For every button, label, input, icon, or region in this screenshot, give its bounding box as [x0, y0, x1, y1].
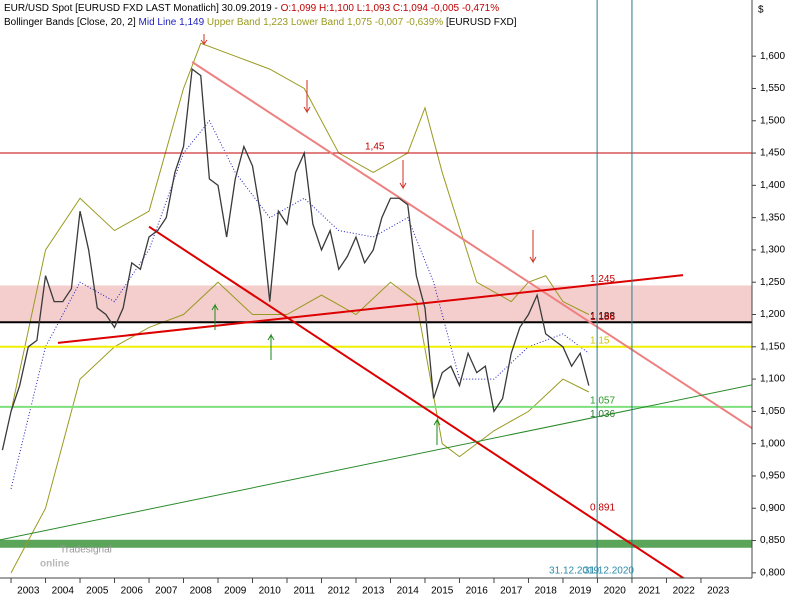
x-tick-label: 2006 [121, 586, 144, 597]
trendline [57, 274, 684, 344]
y-tick-label: 0,950 [760, 471, 785, 482]
arrow [433, 418, 441, 445]
x-tick-label: 2016 [466, 586, 489, 597]
x-tick-label: 2022 [673, 586, 696, 597]
x-tick-label: 2003 [17, 586, 40, 597]
y-tick-label: 1,050 [760, 406, 785, 417]
y-tick-label: 0,800 [760, 567, 785, 578]
axis-unit: $ [758, 5, 764, 16]
x-tick-label: 2007 [155, 586, 178, 597]
y-tick-label: 1,250 [760, 277, 785, 288]
x-tick-label: 2021 [638, 586, 661, 597]
y-tick-label: 0,850 [760, 535, 785, 546]
y-tick-label: 1,400 [760, 180, 785, 191]
x-tick-label: 2009 [224, 586, 247, 597]
trendline [148, 225, 686, 578]
annotation: 1,036 [590, 409, 615, 420]
x-tick-label: 2011 [293, 586, 315, 597]
watermark: online [40, 559, 70, 570]
y-tick-label: 1,300 [760, 245, 785, 256]
x-tick-label: 2013 [362, 586, 385, 597]
level-label: 1,45 [365, 142, 385, 153]
header-text: EUR/USD Spot [EURUSD FXD LAST Monatlich]… [4, 3, 278, 14]
x-tick-label: 2019 [569, 586, 592, 597]
level-label: 1,15 [590, 335, 610, 346]
level-label: 1,188 [590, 311, 615, 322]
y-tick-label: 1,550 [760, 83, 785, 94]
annotation: 1,186 [590, 312, 615, 323]
y-tick-label: 1,600 [760, 51, 785, 62]
y-tick-label: 1,000 [760, 438, 785, 449]
header-ohlc: O:1,099 H:1,100 L:1,093 C:1,094 -0,005 -… [281, 3, 500, 14]
trendline [191, 61, 752, 430]
header-indicator: Bollinger Bands [Close, 20, 2] [4, 17, 136, 28]
y-tick-label: 1,100 [760, 374, 785, 385]
annotation: 1,245 [590, 274, 615, 285]
y-tick-label: 0,900 [760, 503, 785, 514]
watermark-small: Tradesignal [60, 545, 112, 556]
x-tick-label: 2008 [190, 586, 213, 597]
price-line [1, 67, 590, 451]
y-tick-label: 1,500 [760, 115, 785, 126]
x-tick-label: 2005 [86, 586, 109, 597]
arrow [211, 303, 219, 330]
arrow [267, 333, 275, 360]
header-line-2: Bollinger Bands [Close, 20, 2] Mid Line … [4, 17, 517, 28]
x-tick-label: 2010 [259, 586, 282, 597]
x-tick-label: 2018 [535, 586, 558, 597]
arrow [399, 160, 407, 190]
date-label: 31.12.2020 [584, 566, 634, 577]
header-mid: Mid Line 1,149 [139, 17, 205, 28]
band-level [0, 539, 752, 548]
bollinger-band [10, 119, 590, 489]
level-label: 1,057 [590, 396, 615, 407]
plot-area: 1,45 1,188 1,15 1,057 1,245 1,186 1,036 0,891 [0, 0, 752, 578]
y-tick-label: 1,450 [760, 148, 785, 159]
x-tick-label: 2014 [397, 586, 420, 597]
arrows [200, 34, 537, 445]
header-symbol: [EURUSD FXD] [446, 17, 517, 28]
x-tick-label: 2015 [431, 586, 454, 597]
y-tick-label: 1,150 [760, 341, 785, 352]
header-line-1: EUR/USD Spot [EURUSD FXD LAST Monatlich]… [4, 3, 499, 14]
x-tick-label: 2004 [52, 586, 75, 597]
x-tick-label: 2012 [328, 586, 351, 597]
support-zone [0, 285, 752, 323]
x-tick-label: 2023 [707, 586, 730, 597]
y-tick-label: 1,200 [760, 309, 785, 320]
arrow [200, 34, 208, 46]
trendline [0, 384, 752, 541]
y-tick-label: 1,350 [760, 212, 785, 223]
x-tick-label: 2017 [500, 586, 523, 597]
arrow [303, 80, 311, 114]
date-label: 31.12.2019 [549, 566, 599, 577]
x-tick-label: 2020 [604, 586, 627, 597]
arrow [529, 230, 537, 264]
annotation: 0,891 [590, 503, 615, 514]
header-bands: Upper Band 1,223 Lower Band 1,075 -0,007… [207, 17, 443, 28]
